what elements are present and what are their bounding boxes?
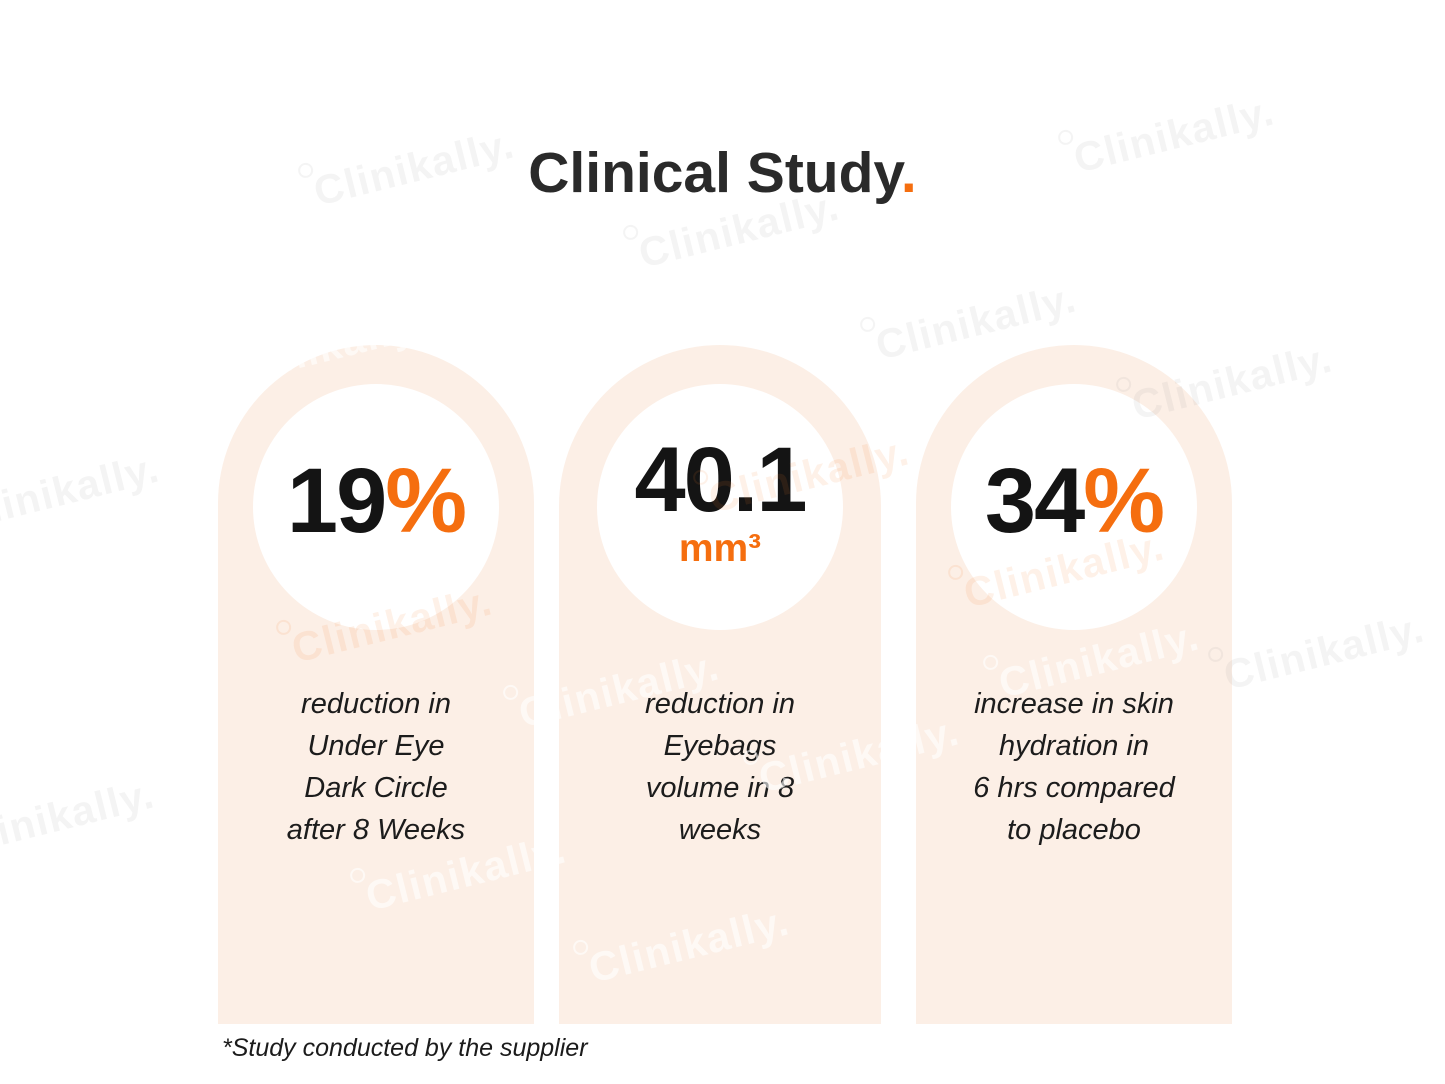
stat-value: 19% bbox=[287, 455, 467, 547]
clinikally-logo-mark-icon bbox=[858, 315, 877, 334]
watermark-text: Clinikally. bbox=[0, 444, 165, 539]
page-title-text: Clinical Study bbox=[528, 141, 901, 206]
watermark-clinikally: Clinikally. bbox=[0, 437, 164, 543]
stat-percent-sign: % bbox=[385, 450, 467, 552]
stat-number: 40.1 bbox=[634, 428, 807, 531]
footnote-study-disclaimer: *Study conducted by the supplier bbox=[222, 1034, 588, 1062]
watermark-text: Clinikally. bbox=[0, 770, 160, 865]
stat-card-eyebags-volume: 40.1 mm³ reduction in Eyebags volume in … bbox=[559, 345, 881, 1024]
title-accent-dot: . bbox=[900, 141, 917, 206]
stat-circle: 40.1 mm³ bbox=[597, 384, 843, 630]
stat-description: reduction in Under Eye Dark Circle after… bbox=[286, 688, 466, 846]
stat-number: 34 bbox=[984, 450, 1085, 552]
stat-circle: 19% bbox=[253, 384, 499, 630]
clinikally-logo-mark-icon bbox=[621, 223, 640, 242]
stat-description: increase in skin hydration in 6 hrs comp… bbox=[973, 688, 1175, 846]
stat-value: 40.1 bbox=[634, 434, 807, 526]
stat-unit: mm³ bbox=[678, 526, 762, 570]
watermark-clinikally: Clinikally. bbox=[0, 763, 159, 869]
watermark-clinikally: Clinikally. bbox=[1206, 597, 1430, 703]
stat-description: reduction in Eyebags volume in 8 weeks bbox=[645, 688, 795, 846]
watermark-text: Clinikally. bbox=[1219, 604, 1430, 699]
stat-value: 34% bbox=[985, 455, 1165, 547]
page-title: Clinical Study. bbox=[0, 142, 1445, 204]
stat-percent-sign: % bbox=[1083, 450, 1165, 552]
stat-card-skin-hydration: 34% increase in skin hydration in 6 hrs … bbox=[916, 345, 1232, 1024]
stat-number: 19 bbox=[286, 450, 387, 552]
stat-circle: 34% bbox=[951, 384, 1197, 630]
stat-card-dark-circle: 19% reduction in Under Eye Dark Circle a… bbox=[218, 345, 534, 1024]
clinikally-logo-mark-icon bbox=[206, 341, 225, 360]
